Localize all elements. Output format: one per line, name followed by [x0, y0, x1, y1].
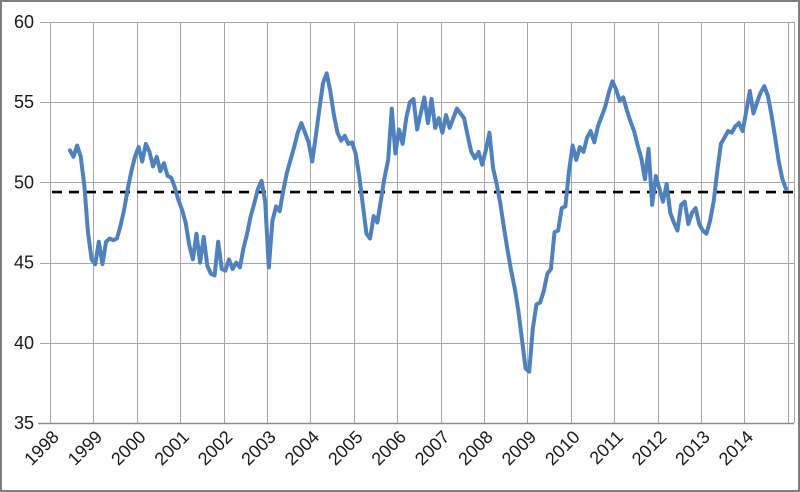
data-series-line [67, 71, 788, 374]
y-axis-tick-label: 60 [14, 12, 34, 32]
y-axis-tick-label: 35 [14, 413, 34, 433]
y-axis-tick-label: 45 [14, 253, 34, 273]
y-axis-tick-label: 40 [14, 333, 34, 353]
y-axis-tick-label: 50 [14, 172, 34, 192]
y-axis-tick-label: 55 [14, 92, 34, 112]
